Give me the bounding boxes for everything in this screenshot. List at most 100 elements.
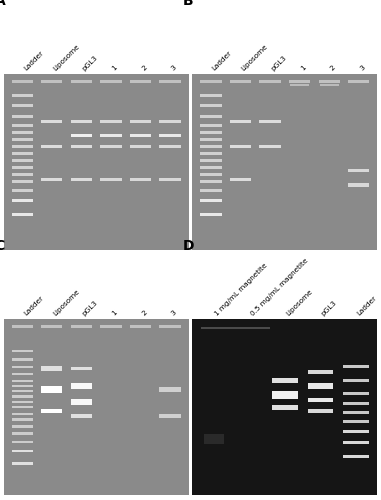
Text: B: B xyxy=(183,0,194,8)
Bar xyxy=(343,379,368,382)
Bar xyxy=(12,115,33,118)
Bar xyxy=(12,189,33,192)
Bar xyxy=(230,145,251,148)
Bar xyxy=(12,124,33,126)
Bar xyxy=(259,145,281,148)
Bar xyxy=(130,80,151,83)
Text: 1: 1 xyxy=(299,64,307,72)
Bar xyxy=(71,324,92,328)
Bar xyxy=(160,414,181,418)
Bar xyxy=(192,74,377,250)
Bar xyxy=(259,120,281,123)
Bar xyxy=(307,383,333,389)
Bar xyxy=(343,420,368,422)
Bar xyxy=(200,152,221,155)
Text: Ladder: Ladder xyxy=(22,295,44,317)
Bar xyxy=(71,366,92,370)
Bar xyxy=(12,324,33,328)
Bar xyxy=(289,80,310,83)
Text: 1: 1 xyxy=(111,310,118,317)
Bar xyxy=(130,178,151,181)
Text: 0.5 mg/mL magnetite: 0.5 mg/mL magnetite xyxy=(249,257,309,317)
Bar xyxy=(200,200,221,202)
Bar xyxy=(130,120,151,123)
Bar xyxy=(4,320,189,495)
Text: 1: 1 xyxy=(111,64,118,72)
Bar xyxy=(200,124,221,126)
Text: Ladder: Ladder xyxy=(356,295,378,317)
Bar xyxy=(12,80,33,83)
Bar xyxy=(41,178,62,181)
Bar xyxy=(130,324,151,328)
Bar xyxy=(259,80,281,83)
Text: 3: 3 xyxy=(170,64,178,72)
Bar xyxy=(41,408,62,413)
Bar xyxy=(200,94,221,97)
Bar xyxy=(200,80,221,83)
Bar xyxy=(200,189,221,192)
Bar xyxy=(343,402,368,405)
Bar xyxy=(230,120,251,123)
Bar xyxy=(71,414,92,418)
Text: 3: 3 xyxy=(170,310,178,317)
Bar xyxy=(12,94,33,97)
Bar xyxy=(272,378,298,384)
Bar xyxy=(12,104,33,108)
Bar xyxy=(200,159,221,162)
Bar xyxy=(12,173,33,176)
Bar xyxy=(12,145,33,148)
Bar xyxy=(12,441,33,444)
Bar xyxy=(4,74,189,250)
Bar xyxy=(100,324,122,328)
Bar xyxy=(100,120,122,123)
Bar xyxy=(12,214,33,216)
Bar xyxy=(12,350,33,352)
Bar xyxy=(343,455,368,458)
Bar xyxy=(320,84,339,86)
Bar xyxy=(41,386,62,393)
Bar xyxy=(200,173,221,176)
Bar xyxy=(100,145,122,148)
Bar xyxy=(200,214,221,216)
Bar xyxy=(307,398,333,402)
Bar xyxy=(307,408,333,412)
Bar xyxy=(12,380,33,382)
Bar xyxy=(230,80,251,83)
Bar xyxy=(12,400,33,403)
Text: pGL3: pGL3 xyxy=(270,54,288,72)
Bar xyxy=(71,178,92,181)
Bar xyxy=(343,440,368,444)
Bar xyxy=(130,145,151,148)
Text: 1 mg/mL magnetite: 1 mg/mL magnetite xyxy=(214,262,269,317)
Bar xyxy=(71,134,92,138)
Bar xyxy=(200,166,221,169)
Bar xyxy=(12,366,33,368)
Bar xyxy=(160,388,181,392)
Bar xyxy=(71,80,92,83)
Text: D: D xyxy=(183,239,195,253)
Bar xyxy=(160,80,181,83)
Bar xyxy=(12,462,33,464)
Text: Ladder: Ladder xyxy=(211,50,233,72)
Text: Liposome: Liposome xyxy=(52,288,80,317)
Bar xyxy=(71,120,92,123)
Bar xyxy=(348,80,369,83)
Bar xyxy=(348,184,369,186)
Bar xyxy=(41,324,62,328)
Bar xyxy=(272,404,298,409)
Text: pGL3: pGL3 xyxy=(320,300,338,317)
Text: A: A xyxy=(0,0,5,8)
Bar xyxy=(319,80,340,83)
Bar xyxy=(12,138,33,140)
Bar xyxy=(343,392,368,394)
Bar xyxy=(160,178,181,181)
Bar xyxy=(200,145,221,148)
Bar xyxy=(71,383,92,389)
Bar xyxy=(12,358,33,361)
Bar xyxy=(343,411,368,414)
Bar xyxy=(230,178,251,181)
Bar xyxy=(71,399,92,405)
Bar xyxy=(100,134,122,138)
Bar xyxy=(41,120,62,123)
Bar xyxy=(203,434,224,444)
